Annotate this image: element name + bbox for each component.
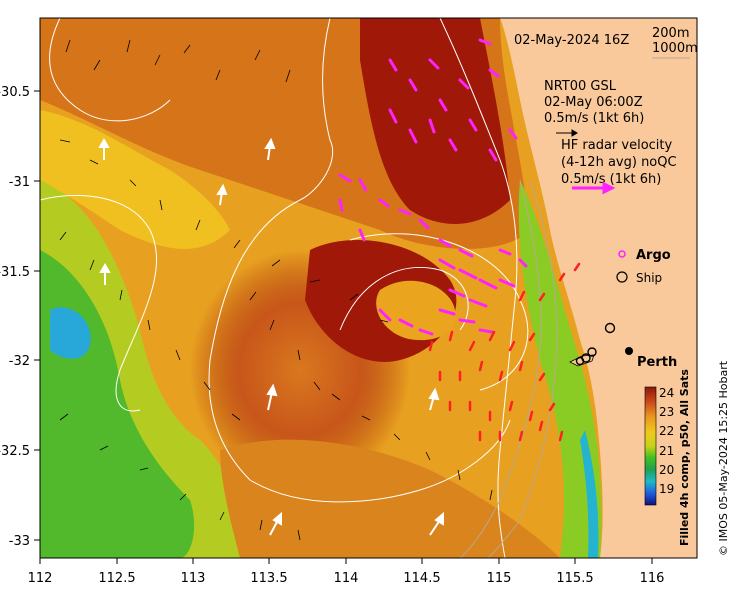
plot-area bbox=[40, 18, 697, 558]
y-tick-label: -30.5 bbox=[0, 85, 30, 100]
x-tick-label: 116 bbox=[640, 571, 665, 586]
hf-radar-scale: 0.5m/s (1kt 6h) bbox=[561, 172, 661, 187]
credit-text: © IMOS 05-May-2024 15:25 Hobart bbox=[717, 360, 730, 556]
bathymetry-contours bbox=[40, 18, 529, 558]
x-tick-label: 115 bbox=[487, 571, 512, 586]
x-tick-label: 114 bbox=[334, 571, 359, 586]
x-tick-label: 114.5 bbox=[403, 571, 440, 586]
plot-frame bbox=[39, 17, 698, 559]
perth-marker-icon bbox=[625, 347, 633, 355]
hf-radar-subtitle: (4-12h avg) noQC bbox=[561, 155, 677, 170]
hf-scale-arrow-icon bbox=[572, 181, 616, 195]
gsl-time: 02-May 06:00Z bbox=[544, 95, 643, 110]
x-axis: 112 112.5 113 113.5 114 114.5 115 115.5 … bbox=[28, 558, 665, 586]
colorbar-gradient bbox=[644, 386, 657, 506]
x-tick-label: 112 bbox=[28, 571, 53, 586]
colorbar-tick: 23 bbox=[659, 405, 674, 419]
ship-marker-icon bbox=[616, 271, 628, 283]
x-tick-label: 113.5 bbox=[250, 571, 287, 586]
x-tick-label: 112.5 bbox=[98, 571, 135, 586]
x-tick-label: 115.5 bbox=[556, 571, 593, 586]
gsl-scale: 0.5m/s (1kt 6h) bbox=[544, 111, 644, 126]
y-axis: -30.5 -31 -31.5 -32 -32.5 -33 bbox=[0, 85, 40, 549]
gsl-title: NRT00 GSL bbox=[544, 79, 617, 94]
colorbar-tick: 20 bbox=[659, 463, 674, 477]
x-tick-label: 113 bbox=[181, 571, 206, 586]
gsl-white-arrows bbox=[98, 137, 444, 536]
contour-label-200m: 200m bbox=[652, 26, 689, 41]
y-tick-label: -31.5 bbox=[0, 265, 30, 280]
timestamp-label: 02-May-2024 16Z bbox=[514, 33, 629, 48]
colorbar: 24 23 22 21 20 19 Filled 4h comp, p50, A… bbox=[644, 369, 691, 546]
contour-label-1000m: 1000m bbox=[652, 41, 698, 56]
yellow-eddy-center bbox=[376, 280, 456, 341]
yellow-band bbox=[40, 110, 230, 249]
southern-orange bbox=[220, 439, 560, 558]
colorbar-tick: 24 bbox=[659, 386, 674, 400]
coastal-green bbox=[518, 180, 602, 558]
coastal-cyan bbox=[580, 430, 599, 558]
colorbar-tick: 19 bbox=[659, 482, 674, 496]
radar-red-arrows bbox=[428, 262, 581, 442]
argo-legend-label: Argo bbox=[636, 248, 671, 263]
gsl-scale-arrow-icon bbox=[556, 129, 578, 137]
hot-core-north bbox=[360, 18, 510, 224]
y-tick-label: -32 bbox=[9, 354, 30, 369]
cyan-patch bbox=[50, 307, 91, 359]
colorbar-tick: 22 bbox=[659, 424, 674, 438]
hf-radar-title: HF radar velocity bbox=[561, 138, 673, 153]
y-tick-label: -31 bbox=[9, 175, 30, 190]
colorbar-title: Filled 4h comp, p50, All Sats bbox=[678, 369, 691, 546]
gsl-arrows bbox=[59, 39, 493, 541]
y-tick-label: -33 bbox=[9, 534, 30, 549]
y-tick-label: -32.5 bbox=[0, 444, 30, 459]
colorbar-tick: 21 bbox=[659, 444, 674, 458]
city-label-perth: Perth bbox=[637, 355, 677, 370]
ship-legend-label: Ship bbox=[636, 271, 662, 285]
ship-markers bbox=[575, 322, 616, 366]
hf-radar-arrows bbox=[338, 38, 528, 336]
argo-marker-icon bbox=[618, 250, 626, 258]
